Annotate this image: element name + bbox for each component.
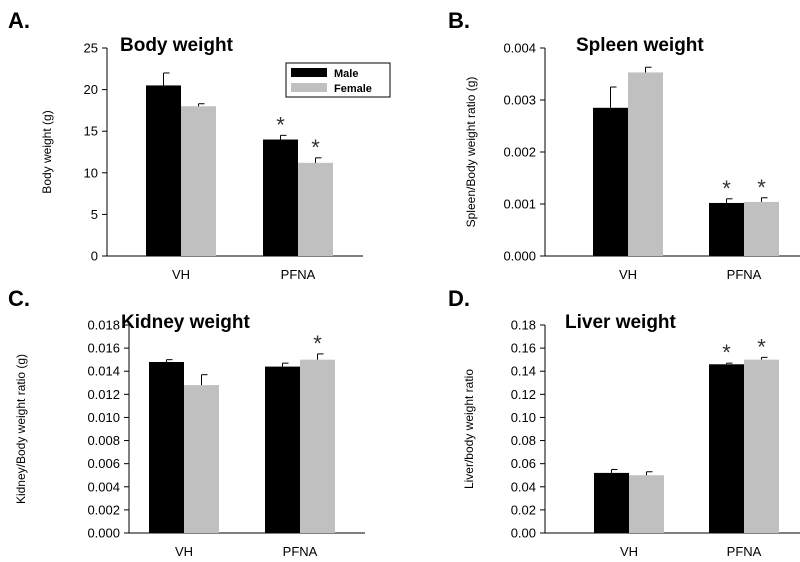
bar-male	[593, 107, 628, 256]
significance-star: *	[757, 334, 766, 359]
bar-female	[298, 162, 333, 256]
significance-star: *	[722, 340, 731, 365]
panel-letter: C.	[8, 286, 30, 311]
bar-female	[744, 359, 779, 533]
chart-title: Liver weight	[565, 312, 677, 333]
y-tick-label: 0.001	[503, 197, 536, 212]
y-tick-label: 0.006	[87, 456, 120, 471]
bar-female	[181, 106, 216, 257]
significance-star: *	[311, 135, 320, 160]
y-tick-label: 20	[84, 82, 98, 97]
x-tick-label: PFNA	[727, 544, 762, 559]
significance-star: *	[276, 112, 285, 137]
legend-swatch-female	[291, 83, 327, 92]
x-tick-label: VH	[172, 267, 190, 282]
y-tick-label: 25	[84, 41, 98, 56]
bar-male	[146, 85, 181, 256]
bar-male	[709, 364, 744, 533]
y-tick-label: 0.004	[87, 479, 120, 494]
x-tick-label: VH	[175, 544, 193, 559]
y-tick-label: 0.010	[87, 410, 120, 425]
x-tick-label: VH	[620, 544, 638, 559]
y-tick-label: 0.016	[87, 341, 120, 356]
bar-male	[265, 366, 300, 533]
significance-star: *	[313, 331, 322, 356]
bar-male	[594, 472, 629, 533]
x-tick-label: VH	[619, 267, 637, 282]
significance-star: *	[722, 176, 731, 201]
chart-title: Body weight	[120, 35, 234, 56]
significance-star: *	[757, 175, 766, 200]
chart-title: Spleen weight	[576, 35, 704, 56]
y-tick-label: 0.06	[511, 456, 536, 471]
y-tick-label: 0.000	[503, 249, 536, 264]
bar-female	[184, 385, 219, 533]
y-tick-label: 0.08	[511, 433, 536, 448]
y-axis-label: Body weight (g)	[40, 110, 54, 193]
legend: Male Female	[285, 62, 391, 98]
y-tick-label: 0.10	[511, 410, 536, 425]
y-tick-label: 0.008	[87, 433, 120, 448]
x-tick-label: PFNA	[283, 544, 318, 559]
y-tick-label: 10	[84, 165, 98, 180]
bar-male	[263, 139, 298, 256]
y-tick-label: 0.14	[511, 364, 536, 379]
y-tick-label: 0.002	[87, 502, 120, 517]
panel-c: C. Kidney weight Kidney/Body weight ratio …	[8, 286, 365, 559]
y-axis-label: Spleen/Body weight ratio (g)	[464, 77, 478, 228]
y-tick-label: 0.004	[503, 41, 536, 56]
panel-b: B. Spleen weight Spleen/Body weight ratio …	[448, 8, 800, 282]
bar-female	[628, 72, 663, 256]
panel-letter: D.	[448, 286, 470, 311]
bar-female	[300, 359, 335, 533]
y-tick-label: 15	[84, 124, 98, 139]
panel-letter: A.	[8, 8, 30, 33]
y-tick-label: 5	[91, 207, 98, 222]
y-tick-label: 0	[91, 249, 98, 264]
bar-female	[629, 475, 664, 533]
panel-d: D. Liver weight Liver/body weight ratio 0.0…	[448, 286, 800, 559]
y-tick-label: 0.000	[87, 526, 120, 541]
y-tick-label: 0.04	[511, 479, 536, 494]
panel-letter: B.	[448, 8, 470, 33]
y-tick-label: 0.02	[511, 502, 536, 517]
legend-label-female: Female	[334, 83, 372, 95]
legend-swatch-male	[291, 68, 327, 77]
panel-a: A. Body weight Body weight (g) 0 5 10 15 20 25 VH…	[8, 8, 363, 282]
y-tick-label: 0.00	[511, 526, 536, 541]
bar-male	[149, 361, 184, 533]
y-tick-label: 0.002	[503, 145, 536, 160]
legend-label-male: Male	[334, 68, 358, 80]
y-tick-label: 0.018	[87, 318, 120, 333]
chart-title: Kidney weight	[121, 312, 250, 333]
x-tick-label: PFNA	[727, 267, 762, 282]
x-tick-label: PFNA	[281, 267, 316, 282]
y-axis-label: Liver/body weight ratio	[462, 369, 476, 489]
y-tick-label: 0.16	[511, 341, 536, 356]
y-axis-label: Kidney/Body weight ratio (g)	[14, 354, 28, 504]
y-tick-label: 0.18	[511, 318, 536, 333]
bar-male	[709, 202, 744, 256]
y-tick-label: 0.12	[511, 387, 536, 402]
y-tick-label: 0.003	[503, 93, 536, 108]
bar-female	[744, 201, 779, 256]
y-tick-label: 0.012	[87, 387, 120, 402]
y-tick-label: 0.014	[87, 364, 120, 379]
